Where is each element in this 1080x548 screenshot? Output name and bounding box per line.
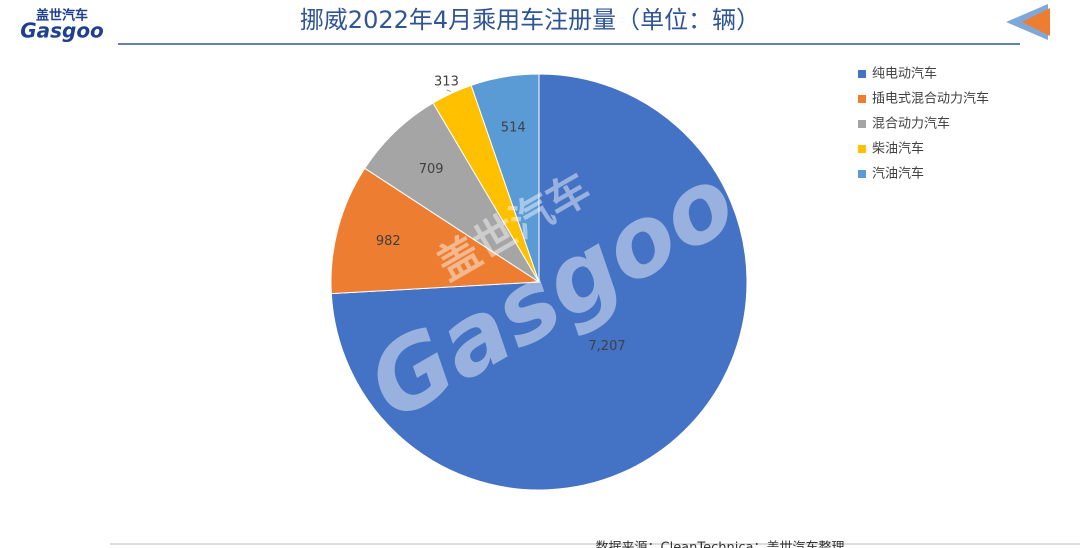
data-label: 514 — [501, 121, 526, 136]
pie-slice — [470, 73, 540, 283]
pie-slice — [330, 167, 541, 295]
source: 数据来源：CleanTechnica；盖世汽车整理 — [596, 540, 845, 548]
legend-swatch — [858, 170, 866, 178]
data-label: 313 — [434, 74, 459, 89]
chart-title: 挪威2022年4月乘用车注册量（单位：辆） — [300, 6, 760, 34]
data-label: 7,207 — [588, 339, 625, 354]
corner-icon — [1022, 8, 1050, 36]
legend-label: 插电式混合动力汽车 — [872, 91, 989, 107]
leader-line — [446, 89, 451, 92]
legend-label: 混合动力汽车 — [872, 116, 950, 132]
logo-cn: 盖世汽车 — [36, 8, 88, 24]
legend-label: 柴油汽车 — [872, 141, 924, 157]
legend-label: 纯电动汽车 — [872, 66, 937, 82]
logo-en: Gasgoo — [20, 19, 104, 43]
labels: 7,207 982 709 313 514 — [376, 74, 626, 353]
data-label: 982 — [376, 234, 401, 249]
legend-swatch — [858, 95, 866, 103]
legend-swatch — [858, 120, 866, 128]
data-label: 709 — [419, 162, 444, 177]
legend-label: 汽油汽车 — [872, 166, 924, 182]
legend-swatch — [858, 145, 866, 153]
legend-swatch — [858, 70, 866, 78]
pie — [330, 73, 748, 491]
